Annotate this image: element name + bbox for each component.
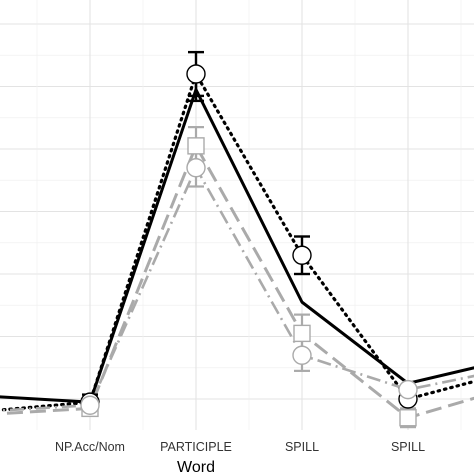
series-layer (0, 50, 474, 429)
data-point-square (399, 409, 417, 427)
data-point-circle (292, 245, 312, 265)
x-tick-label: NP.Acc/Nom (55, 440, 125, 454)
data-point-circle (80, 395, 100, 415)
data-point-circle (186, 158, 206, 178)
grid (0, 0, 474, 430)
x-tick-label: SPILL (285, 440, 319, 454)
data-point-circle (186, 64, 206, 84)
x-tick-labels: NP.Acc/Nom PARTICIPLE SPILL SPILL (55, 440, 425, 454)
x-tick-label: PARTICIPLE (160, 440, 232, 454)
x-axis-title: Word (177, 459, 215, 474)
series-line-longdash (0, 144, 474, 420)
series-line-dotted (0, 72, 474, 412)
data-point-circle (292, 345, 312, 365)
series-line-dotdash (0, 166, 474, 412)
series-line-solid (0, 88, 474, 404)
x-tick-label: SPILL (391, 440, 425, 454)
data-point-square (293, 324, 311, 343)
data-point-circle (398, 379, 418, 400)
data-point-square (187, 137, 205, 155)
